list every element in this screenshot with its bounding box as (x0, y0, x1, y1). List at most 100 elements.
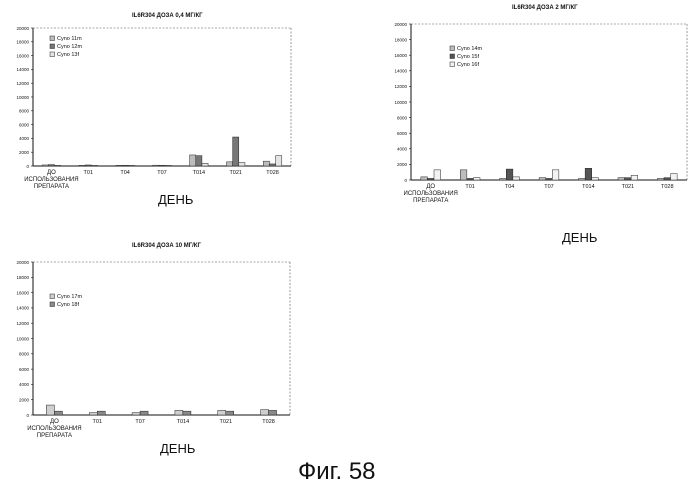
bar-cyno-16f (631, 175, 638, 180)
bar-cyno-14m (618, 178, 625, 180)
y-tick-label: 16000 (16, 290, 29, 295)
bar-cyno-16f (473, 178, 480, 180)
bar-cyno-11m (153, 165, 159, 166)
bar-cyno-14m (421, 177, 428, 180)
x-axis-label-2: ДЕНЬ (562, 230, 597, 245)
y-tick-label: 0 (26, 413, 29, 418)
bar-cyno-11m (79, 165, 85, 166)
bar-cyno-14m (539, 178, 546, 180)
y-tick-label: 20000 (394, 22, 407, 27)
y-tick-label: 14000 (16, 67, 29, 72)
bar-cyno-17m (218, 410, 226, 415)
bar-cyno-17m (261, 410, 269, 415)
bar-cyno-13f (239, 163, 245, 166)
bar-cyno-16f (592, 178, 599, 180)
bar-cyno-14m (657, 178, 664, 180)
x-tick-label: T07 (544, 184, 553, 190)
legend-label: Cyno 13f (57, 52, 79, 58)
y-tick-label: 6000 (19, 122, 30, 127)
x-tick-label: T021 (219, 419, 232, 425)
bar-cyno-15f (427, 178, 434, 180)
bar-chart-3: 0200040006000800010000120001400016000180… (0, 252, 300, 442)
chart-title-3: IL6R304 ДОЗА 10 МГ/КГ (132, 243, 201, 249)
bar-cyno-15f (625, 178, 632, 180)
bar-cyno-15f (506, 169, 513, 180)
x-tick-label: T021 (622, 184, 635, 190)
y-tick-label: 10000 (394, 100, 407, 105)
y-tick-label: 2000 (19, 150, 30, 155)
y-tick-label: 12000 (16, 81, 29, 86)
bar-cyno-16f (671, 174, 678, 180)
bar-cyno-11m (42, 165, 48, 166)
y-tick-label: 14000 (16, 306, 29, 311)
bar-cyno-11m (227, 162, 233, 166)
y-tick-label: 16000 (394, 53, 407, 58)
y-tick-label: 10000 (16, 336, 29, 341)
x-tick-label: T028 (262, 419, 275, 425)
y-tick-label: 8000 (19, 352, 30, 357)
x-tick-label: ДОИСПОЛЬЗОВАНИЯПРЕПАРАТА (24, 170, 78, 190)
legend-label: Cyno 18f (57, 302, 79, 308)
bar-cyno-15f (664, 178, 671, 180)
y-tick-label: 0 (404, 178, 407, 183)
legend-label: Cyno 17m (57, 294, 82, 300)
bar-cyno-18f (97, 411, 105, 415)
legend-swatch (50, 44, 55, 49)
y-tick-label: 18000 (394, 37, 407, 42)
bar-cyno-17m (132, 413, 140, 415)
x-tick-label: T07 (157, 170, 166, 176)
x-tick-label: T01 (465, 184, 474, 190)
bar-cyno-12m (85, 165, 91, 166)
bar-cyno-15f (467, 178, 474, 180)
bar-cyno-13f (276, 156, 282, 166)
x-tick-label: T04 (120, 170, 129, 176)
y-tick-label: 12000 (394, 84, 407, 89)
bar-cyno-17m (175, 410, 183, 415)
bar-cyno-18f (226, 411, 234, 415)
bar-cyno-18f (54, 411, 62, 415)
x-tick-label: T01 (84, 170, 93, 176)
chart-title-1: IL6R304 ДОЗА 0,4 МГ/КГ (132, 13, 203, 19)
y-tick-label: 6000 (397, 131, 408, 136)
legend-swatch (450, 54, 455, 59)
bar-cyno-12m (122, 165, 128, 166)
x-tick-label: T014 (582, 184, 595, 190)
chart-title-2: IL6R304 ДОЗА 2 МГ/КГ (512, 5, 578, 11)
bar-cyno-11m (116, 165, 122, 166)
bar-cyno-14m (579, 178, 586, 180)
y-tick-label: 4000 (397, 147, 408, 152)
figure-caption: Фиг. 58 (298, 458, 376, 486)
x-tick-label: ДОИСПОЛЬЗОВАНИЯПРЕПАРАТА (404, 184, 458, 204)
legend-label: Cyno 11m (57, 36, 82, 42)
bar-cyno-12m (196, 156, 202, 166)
x-tick-label: T014 (193, 170, 206, 176)
y-tick-label: 10000 (16, 95, 29, 100)
bar-cyno-17m (89, 413, 97, 415)
y-tick-label: 8000 (397, 115, 408, 120)
legend-swatch (50, 302, 55, 307)
x-tick-label: T014 (177, 419, 190, 425)
y-tick-label: 16000 (16, 53, 29, 58)
x-tick-label: ДОИСПОЛЬЗОВАНИЯПРЕПАРАТА (27, 419, 81, 439)
bar-cyno-16f (434, 170, 441, 180)
y-tick-label: 20000 (16, 260, 29, 265)
bar-cyno-16f (513, 177, 520, 180)
legend-swatch (50, 36, 55, 41)
y-tick-label: 0 (26, 164, 29, 169)
y-tick-label: 4000 (19, 136, 30, 141)
bar-cyno-15f (546, 178, 553, 180)
x-tick-label: T07 (135, 419, 144, 425)
bar-cyno-12m (270, 164, 276, 166)
y-tick-label: 12000 (16, 321, 29, 326)
bar-cyno-14m (500, 178, 507, 180)
x-tick-label: T021 (229, 170, 242, 176)
legend-label: Cyno 12m (57, 44, 82, 50)
bar-cyno-14m (460, 170, 467, 180)
bar-cyno-18f (269, 410, 277, 415)
x-axis-label-1: ДЕНЬ (158, 192, 193, 207)
x-tick-label: T028 (661, 184, 674, 190)
y-tick-label: 18000 (16, 40, 29, 45)
bar-cyno-18f (140, 411, 148, 415)
y-tick-label: 2000 (397, 162, 408, 167)
x-tick-label: T028 (266, 170, 279, 176)
